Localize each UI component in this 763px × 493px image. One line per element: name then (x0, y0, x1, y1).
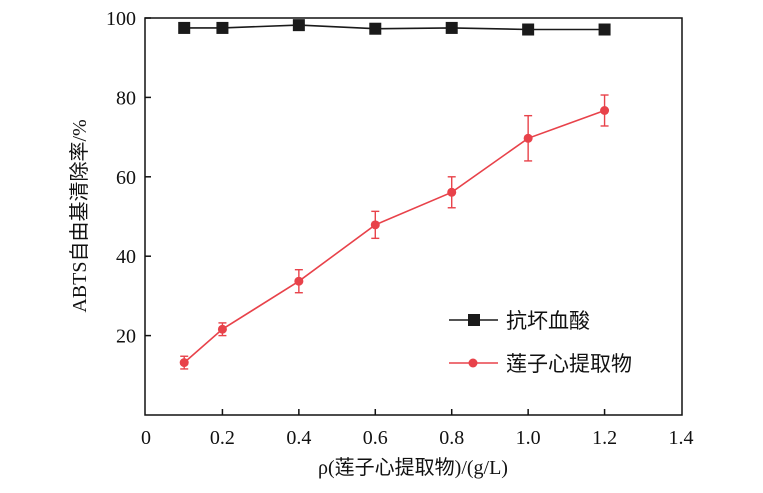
data-point (598, 23, 611, 36)
y-tick-label: 20 (116, 326, 136, 348)
x-tick-label: 0.6 (363, 427, 388, 449)
y-tick-label: 40 (116, 246, 136, 268)
legend-label-extract: 莲子心提取物 (506, 352, 632, 376)
data-point (522, 23, 535, 36)
data-point (523, 133, 533, 143)
data-point (445, 21, 458, 34)
axis-ticks: 0 0.2 0.4 0.6 0.8 1.0 1.2 1.4 20 40 60 80 100 (106, 8, 694, 449)
data-point (369, 22, 382, 35)
x-tick-label: 0.4 (286, 427, 311, 449)
data-point (179, 358, 189, 368)
plot-frame (144, 17, 683, 416)
x-tick-label: 1.2 (592, 427, 617, 449)
x-tick-label: 0 (141, 427, 151, 449)
legend-marker-ascorbic (468, 314, 480, 326)
y-tick-label: 60 (116, 167, 136, 189)
y-tick-label: 80 (116, 87, 136, 109)
data-point (216, 21, 229, 34)
x-tick-label: 1.0 (516, 427, 541, 449)
series-extract (179, 94, 610, 370)
data-point (447, 187, 457, 197)
data-point (370, 220, 380, 230)
legend-label-ascorbic: 抗坏血酸 (506, 309, 590, 333)
x-axis-label: ρ(莲子心提取物)/(g/L) (318, 456, 508, 479)
data-point (178, 21, 191, 34)
y-tick-label: 100 (106, 8, 136, 30)
series-ascorbic (178, 19, 611, 36)
series-layer (178, 19, 611, 370)
legend-marker-extract (468, 358, 478, 368)
data-point (292, 19, 305, 32)
data-point (217, 324, 227, 334)
legend: 抗坏血酸 莲子心提取物 (449, 309, 632, 376)
data-point (600, 106, 610, 116)
y-axis-label: ABTS自由基清除率/% (68, 119, 91, 312)
x-tick-label: 1.4 (669, 427, 694, 449)
x-tick-label: 0.2 (210, 427, 235, 449)
series-line (184, 24, 605, 31)
data-point (294, 276, 304, 286)
x-tick-label: 0.8 (439, 427, 464, 449)
